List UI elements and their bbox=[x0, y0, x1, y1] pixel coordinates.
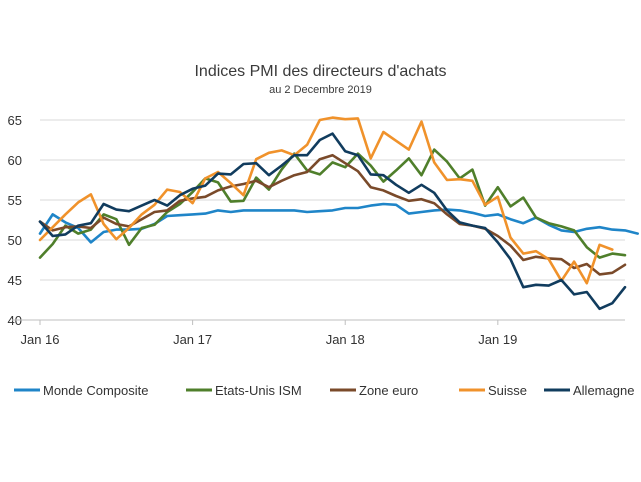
y-tick-label: 50 bbox=[8, 233, 22, 248]
legend-label-monde-composite: Monde Composite bbox=[43, 383, 149, 398]
y-tick-label: 60 bbox=[8, 153, 22, 168]
chart-subtitle: au 2 Decembre 2019 bbox=[269, 84, 372, 96]
chart-title: Indices PMI des directeurs d'achats bbox=[194, 63, 447, 80]
series-lines bbox=[38, 116, 640, 311]
x-tick-label: Jan 17 bbox=[173, 332, 212, 347]
y-tick-label: 45 bbox=[8, 273, 22, 288]
y-tick-label: 55 bbox=[8, 193, 22, 208]
series-line-zone-euro bbox=[38, 153, 627, 276]
legend-label-suisse: Suisse bbox=[488, 383, 527, 398]
series-line-etats-unis-ism bbox=[38, 148, 627, 259]
x-tick-label: Jan 19 bbox=[478, 332, 517, 347]
x-tick-label: Jan 16 bbox=[20, 332, 59, 347]
series-line-allemagne bbox=[38, 132, 627, 311]
legend-label-allemagne: Allemagne bbox=[573, 383, 634, 398]
y-tick-label: 65 bbox=[8, 113, 22, 128]
legend-label-zone-euro: Zone euro bbox=[359, 383, 418, 398]
gridlines bbox=[40, 119, 625, 281]
legend-label-etats-unis-ism: Etats-Unis ISM bbox=[215, 383, 302, 398]
legend: Monde Composite Etats-Unis ISM Zone euro Su… bbox=[14, 383, 634, 398]
x-tick-label: Jan 18 bbox=[326, 332, 365, 347]
series-line-suisse bbox=[38, 116, 614, 285]
